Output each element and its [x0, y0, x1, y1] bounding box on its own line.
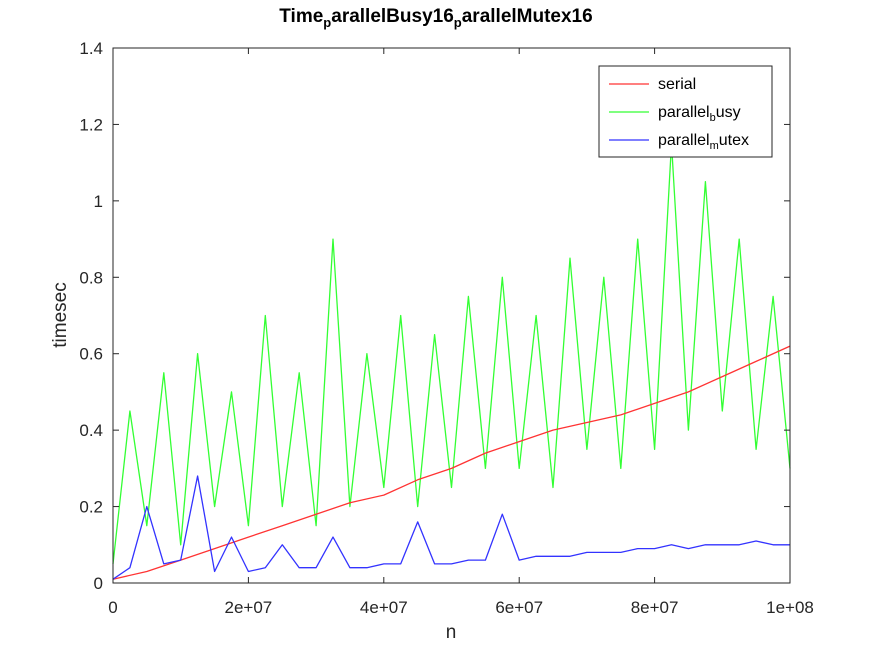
chart-title-subscript: p	[323, 15, 331, 30]
y-tick-label: 0.8	[79, 268, 103, 287]
x-tick-label: 6e+07	[495, 598, 543, 617]
y-tick-label: 1	[94, 192, 103, 211]
x-tick-label: 2e+07	[225, 598, 273, 617]
series-line-parallel-busy	[112, 142, 791, 564]
legend-label-parallel-busy: parallelbusy	[658, 104, 741, 124]
y-tick-label: 0.6	[79, 345, 103, 364]
legend-label-parallel-busy-tail: usy	[716, 104, 741, 121]
chart-title: TimeparallelBusy16parallelMutex16	[279, 6, 592, 30]
legend-label-parallel-mutex: parallelmutex	[658, 132, 749, 152]
chart-title-part: Time	[279, 6, 323, 27]
legend: serial parallelbusy parallelmutex	[598, 65, 773, 158]
y-tick-label: 0.4	[79, 421, 103, 440]
plot-lines	[112, 142, 791, 580]
x-tick-label: 4e+07	[360, 598, 408, 617]
plot-area-frame	[112, 47, 791, 584]
y-tick-label: 0.2	[79, 498, 103, 517]
series-line-parallel-mutex	[112, 475, 790, 580]
axis-ticks: 0 2e+07 4e+07 6e+07 8e+07 1e+08 0 0.2 0.4 0.6 0.8 1…	[79, 39, 814, 617]
series-line-serial	[112, 345, 791, 580]
chart-title-part: arallelBusy16	[331, 6, 454, 27]
x-tick-label: 0	[108, 598, 117, 617]
legend-label-parallel-busy-sub: b	[710, 112, 716, 124]
legend-label-parallel-mutex-main: parallel	[658, 132, 710, 149]
y-axis-label: timesec	[50, 282, 71, 347]
chart-title-subscript: p	[454, 15, 462, 30]
x-tick-label: 1e+08	[766, 598, 814, 617]
y-tick-label: 1.2	[79, 115, 103, 134]
x-tick-label: 8e+07	[631, 598, 679, 617]
legend-label-parallel-busy-main: parallel	[658, 104, 710, 121]
legend-label-parallel-mutex-sub: m	[710, 140, 719, 152]
legend-label-serial-main: serial	[658, 76, 696, 93]
chart-title-part: arallelMutex16	[462, 6, 593, 27]
legend-label-parallel-mutex-tail: utex	[719, 132, 749, 149]
y-tick-label: 1.4	[79, 39, 103, 58]
y-tick-label: 0	[94, 574, 103, 593]
x-axis-label: n	[446, 622, 457, 643]
legend-label-serial: serial	[658, 76, 696, 93]
